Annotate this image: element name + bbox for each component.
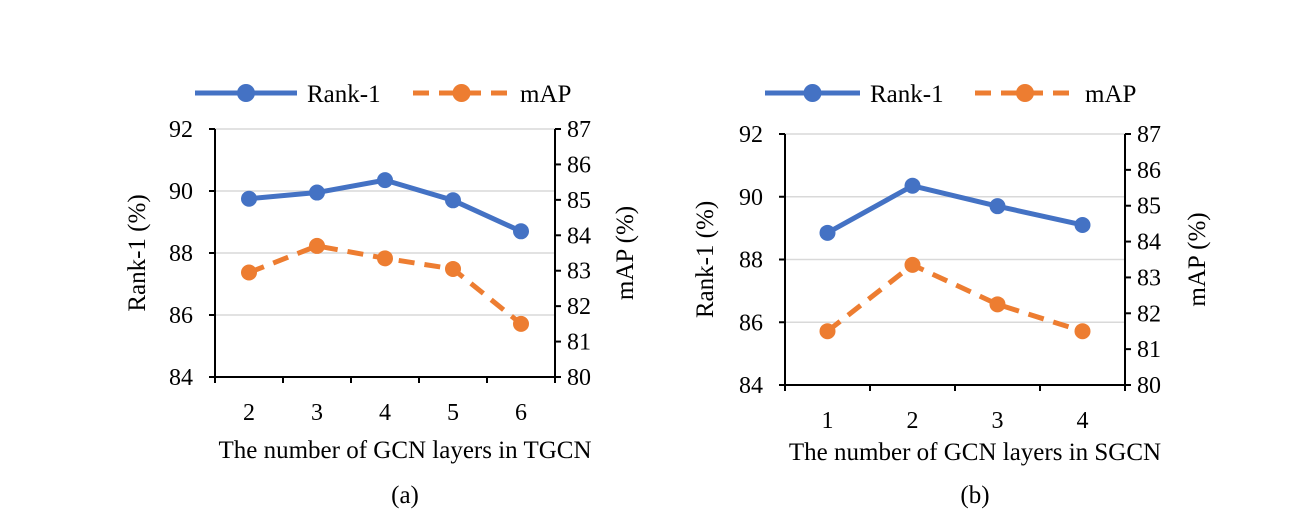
x-tick-label: 4: [1077, 408, 1089, 434]
x-tick-label: 3: [311, 400, 323, 426]
data-point-rank-1: [241, 190, 257, 207]
data-point-map: [377, 250, 393, 267]
y2-tick-label: 85: [1137, 194, 1161, 220]
chart-a: 84 86 88 90 92 80 81 82 83 84 85 86 87 2 3 4 5 6 Rank-1 mAP…: [124, 81, 639, 509]
y2-tick-label: 87: [1137, 122, 1161, 148]
legend-marker-rank1: [803, 84, 822, 102]
y2-tick-label: 86: [567, 152, 591, 178]
y2-tick-label: 87: [567, 117, 591, 143]
y-tick-label: 84: [169, 365, 193, 391]
data-point-map: [904, 256, 921, 273]
legend-marker-rank1: [237, 84, 255, 102]
data-point-map: [1074, 323, 1091, 340]
y-tick-label: 86: [739, 310, 763, 336]
x-tick-label: 5: [447, 400, 459, 426]
data-point-map: [989, 296, 1006, 313]
y2-tick-label: 80: [1137, 373, 1161, 399]
x-axis-label: The number of GCN layers in SGCN: [789, 439, 1161, 466]
y2-tick-label: 83: [567, 259, 591, 285]
y2-tick-label: 84: [1137, 230, 1161, 256]
y-axis-label: Rank-1 (%): [692, 201, 719, 318]
y-tick-label: 86: [169, 303, 193, 329]
x-axis-label: The number of GCN layers in TGCN: [218, 437, 591, 464]
legend-label-rank1: Rank-1: [870, 81, 944, 108]
subfigure-caption: (a): [391, 482, 419, 509]
y2-tick-label: 83: [1137, 265, 1161, 291]
y-tick-label: 84: [739, 373, 763, 399]
data-point-map: [241, 264, 257, 281]
x-tick-label: 6: [515, 400, 527, 426]
data-point-rank-1: [989, 198, 1006, 215]
y2-tick-label: 84: [567, 223, 591, 249]
y2-tick-label: 82: [1137, 301, 1161, 327]
y2-tick-label: 85: [567, 188, 591, 214]
data-point-map: [513, 315, 529, 332]
x-tick-label: 2: [907, 408, 919, 434]
data-point-rank-1: [309, 184, 325, 201]
y2-tick-label: 82: [567, 294, 591, 320]
series-line-map: [825, 262, 1084, 334]
y-tick-label: 90: [169, 179, 193, 205]
y-tick-label: 90: [739, 185, 763, 211]
y-axis-label: Rank-1 (%): [124, 194, 151, 311]
legend-marker-map: [452, 84, 471, 102]
data-point-map: [445, 260, 461, 277]
y2-tick-label: 81: [567, 330, 591, 356]
x-tick-label: 2: [243, 400, 255, 426]
y2-axis-label: mAP (%): [1184, 212, 1211, 306]
data-point-map: [819, 323, 836, 340]
subfigure-caption: (b): [960, 482, 989, 509]
data-point-map: [309, 237, 325, 254]
data-point-rank-1: [1074, 216, 1091, 233]
y-tick-label: 92: [739, 122, 763, 148]
chart-b: 84 86 88 90 92 80 81 82 83 84 85 86 87 1 2 3 4 Rank-1 mAP R…: [692, 81, 1211, 509]
legend-label-map: mAP: [1085, 81, 1136, 108]
data-point-rank-1: [904, 177, 921, 194]
x-tick-label: 4: [379, 400, 391, 426]
y2-tick-label: 81: [1137, 337, 1161, 363]
legend-label-rank1: Rank-1: [307, 81, 381, 108]
legend-marker-map: [1016, 84, 1034, 102]
legend-label-map: mAP: [520, 81, 571, 108]
y-tick-label: 92: [169, 117, 193, 143]
y2-axis-label: mAP (%): [612, 206, 639, 300]
y2-tick-label: 80: [567, 365, 591, 391]
y-tick-label: 88: [169, 241, 193, 267]
x-tick-label: 1: [822, 408, 834, 434]
data-point-rank-1: [513, 223, 529, 240]
data-point-rank-1: [819, 224, 836, 241]
data-point-rank-1: [377, 172, 393, 189]
x-tick-label: 3: [992, 408, 1004, 434]
y-tick-label: 88: [739, 248, 763, 274]
data-point-rank-1: [445, 192, 461, 209]
y2-tick-label: 86: [1137, 158, 1161, 184]
series-line-rank-1: [826, 183, 1084, 236]
